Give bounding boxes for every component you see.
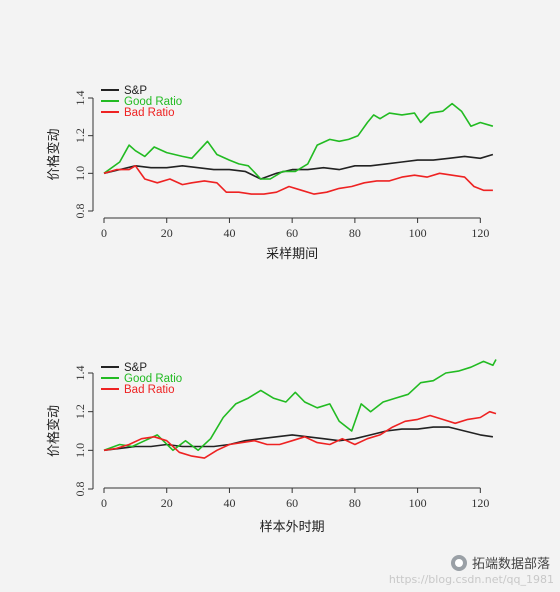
y-tick-label: 1.2 <box>73 404 87 419</box>
y-axis-title: 价格变动 <box>46 128 62 180</box>
series-line-bad-ratio <box>103 410 497 459</box>
watermark-url: https://blog.csdn.net/qq_1981 <box>389 573 554 586</box>
y-tick-label: 1.0 <box>73 443 87 458</box>
x-tick-label: 80 <box>349 496 361 510</box>
legend-label: Good Ratio <box>124 373 182 385</box>
y-tick-label: 0.8 <box>73 482 87 497</box>
y-axis-title: 价格变动 <box>46 405 62 457</box>
x-tick-label: 40 <box>223 496 235 510</box>
watermark-logo-text: 拓端数据部落 <box>471 557 550 572</box>
watermark-logo: 拓端数据部落 <box>450 553 550 572</box>
x-axis-title: 样本外时期 <box>260 520 325 535</box>
y-tick-label: 1.0 <box>73 166 87 181</box>
chat-bubble-icon <box>450 554 467 571</box>
legend-label: S&P <box>124 85 147 97</box>
legend-label: Bad Ratio <box>124 384 175 396</box>
series-line-s-p <box>103 153 494 180</box>
x-tick-label: 60 <box>286 226 298 240</box>
legend-label: Bad Ratio <box>124 107 175 119</box>
x-tick-label: 80 <box>349 226 361 240</box>
y-tick-label: 1.4 <box>73 91 87 106</box>
series-line-good-ratio <box>103 359 497 452</box>
x-tick-label: 0 <box>101 496 107 510</box>
x-tick-label: 100 <box>409 496 427 510</box>
chart-in-sample: 0 20 40 60 80 100 120 0.8 1.0 1.2 1.4 采样期间 价格变动 S&PGo… <box>46 85 494 262</box>
x-axis-title: 采样期间 <box>266 247 318 262</box>
y-tick-label: 1.4 <box>73 366 87 381</box>
series-line-good-ratio <box>103 102 494 180</box>
x-tick-label: 0 <box>101 226 107 240</box>
x-tick-label: 40 <box>223 226 235 240</box>
legend-label: S&P <box>124 362 147 374</box>
y-tick-label: 0.8 <box>73 204 87 219</box>
x-tick-label: 60 <box>286 496 298 510</box>
watermark-url-text: https://blog.csdn.net/qq_1981 <box>388 573 554 586</box>
chart-out-of-sample: 0 20 40 60 80 100 120 0.8 1.0 1.2 1.4 样本外时期 价格变动 S&PG… <box>46 359 497 535</box>
x-tick-label: 20 <box>161 226 173 240</box>
x-tick-label: 20 <box>161 496 173 510</box>
series-line-bad-ratio <box>103 165 493 195</box>
y-tick-label: 1.2 <box>73 128 87 143</box>
x-tick-label: 120 <box>471 496 489 510</box>
legend-label: Good Ratio <box>124 96 182 108</box>
series-line-s-p <box>103 426 494 452</box>
x-tick-label: 120 <box>471 226 489 240</box>
x-tick-label: 100 <box>409 226 427 240</box>
